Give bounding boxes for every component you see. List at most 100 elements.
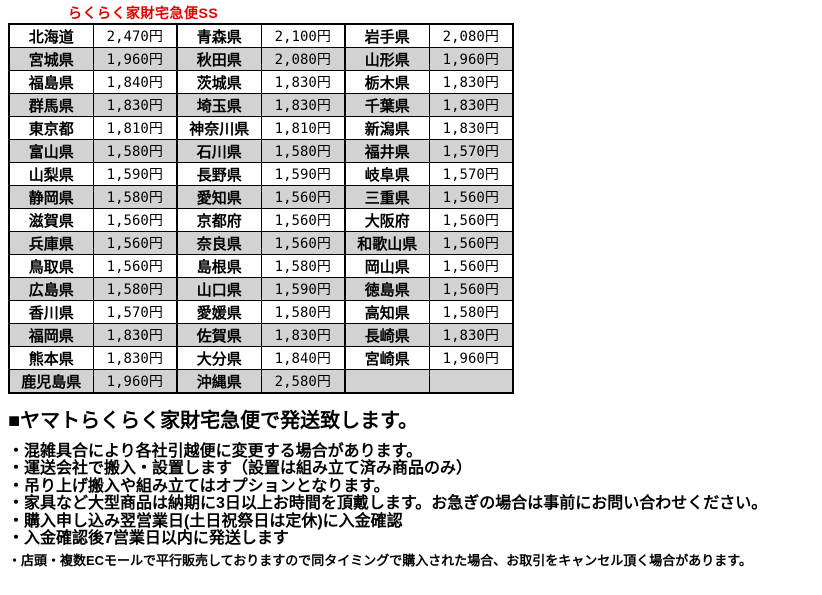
fine-print-note: ・店頭・複数ECモールで平行販売しておりますので同タイミングで購入された場合、お… bbox=[8, 553, 752, 569]
note-line: ・運送会社で搬入・設置します（設置は組み立て済み商品のみ） bbox=[8, 460, 473, 478]
prefecture-cell: 京都府 bbox=[176, 208, 262, 232]
table-row: 鳥取県 1,560円 島根県 1,580円 岡山県 1,560円 bbox=[8, 254, 514, 278]
prefecture-cell: 石川県 bbox=[176, 139, 262, 163]
price-cell: 1,830円 bbox=[260, 70, 346, 94]
price-cell: 1,830円 bbox=[428, 70, 514, 94]
price-cell: 1,960円 bbox=[428, 47, 514, 71]
price-cell: 1,580円 bbox=[92, 277, 178, 301]
prefecture-cell: 滋賀県 bbox=[8, 208, 94, 232]
price-cell: 1,580円 bbox=[260, 300, 346, 324]
prefecture-cell: 島根県 bbox=[176, 254, 262, 278]
prefecture-cell: 静岡県 bbox=[8, 185, 94, 209]
price-cell: 1,830円 bbox=[260, 93, 346, 117]
price-cell: 1,560円 bbox=[428, 277, 514, 301]
price-cell: 1,830円 bbox=[260, 323, 346, 347]
price-cell: 1,960円 bbox=[428, 346, 514, 370]
table-row: 静岡県 1,580円 愛知県 1,560円 三重県 1,560円 bbox=[8, 185, 514, 209]
prefecture-cell: 鹿児島県 bbox=[8, 369, 94, 394]
prefecture-cell: 埼玉県 bbox=[176, 93, 262, 117]
table-row: 福島県 1,840円 茨城県 1,830円 栃木県 1,830円 bbox=[8, 70, 514, 94]
price-cell: 1,560円 bbox=[260, 185, 346, 209]
price-cell: 1,580円 bbox=[260, 139, 346, 163]
prefecture-cell: 群馬県 bbox=[8, 93, 94, 117]
table-row: 富山県 1,580円 石川県 1,580円 福井県 1,570円 bbox=[8, 139, 514, 163]
shipping-fee-table: 北海道 2,470円 青森県 2,100円 岩手県 2,080円 宮城県 1,960円 秋田県 2… bbox=[8, 23, 514, 394]
price-cell: 1,840円 bbox=[92, 70, 178, 94]
price-cell: 1,580円 bbox=[92, 139, 178, 163]
price-cell: 1,580円 bbox=[260, 254, 346, 278]
prefecture-cell: 宮城県 bbox=[8, 47, 94, 71]
note-line: ・混雑具合により各社引越便に変更する場合があります。 bbox=[8, 443, 423, 460]
price-cell: 1,830円 bbox=[428, 93, 514, 117]
price-cell: 1,810円 bbox=[92, 116, 178, 140]
prefecture-cell: 秋田県 bbox=[176, 47, 262, 71]
note-line: ・購入申し込み翌営業日(土日祝祭日は定休)に入金確認 bbox=[8, 512, 403, 530]
price-cell: 1,560円 bbox=[428, 231, 514, 255]
note-line: ・入金確認後7営業日以内に発送します bbox=[8, 530, 289, 548]
prefecture-cell: 高知県 bbox=[344, 300, 430, 324]
table-row: 北海道 2,470円 青森県 2,100円 岩手県 2,080円 bbox=[8, 23, 514, 48]
price-cell: 1,830円 bbox=[92, 346, 178, 370]
price-cell: 2,580円 bbox=[260, 369, 346, 394]
prefecture-cell: 愛媛県 bbox=[176, 300, 262, 324]
price-cell: 1,840円 bbox=[260, 346, 346, 370]
prefecture-cell: 長野県 bbox=[176, 162, 262, 186]
prefecture-cell: 兵庫県 bbox=[8, 231, 94, 255]
prefecture-cell: 香川県 bbox=[8, 300, 94, 324]
prefecture-cell: 愛知県 bbox=[176, 185, 262, 209]
prefecture-cell: 沖縄県 bbox=[176, 369, 262, 394]
price-cell: 1,590円 bbox=[260, 277, 346, 301]
price-cell bbox=[428, 369, 514, 394]
prefecture-cell: 千葉県 bbox=[344, 93, 430, 117]
prefecture-cell: 山梨県 bbox=[8, 162, 94, 186]
note-line: ・家具など大型商品は納期に3日以上お時間を頂戴します。お急ぎの場合は事前にお問い… bbox=[8, 495, 768, 513]
price-cell: 1,830円 bbox=[92, 93, 178, 117]
price-cell: 1,560円 bbox=[92, 231, 178, 255]
price-cell: 1,960円 bbox=[92, 47, 178, 71]
notes-list: ・混雑具合により各社引越便に変更する場合があります。 ・運送会社で搬入・設置します… bbox=[8, 443, 818, 547]
table-row: 群馬県 1,830円 埼玉県 1,830円 千葉県 1,830円 bbox=[8, 93, 514, 117]
price-cell: 1,560円 bbox=[260, 231, 346, 255]
prefecture-cell: 熊本県 bbox=[8, 346, 94, 370]
shipping-service-title: らくらく家財宅急便SS bbox=[68, 5, 219, 21]
prefecture-cell: 山形県 bbox=[344, 47, 430, 71]
price-cell: 1,570円 bbox=[92, 300, 178, 324]
price-cell: 2,080円 bbox=[428, 23, 514, 48]
prefecture-cell: 長崎県 bbox=[344, 323, 430, 347]
prefecture-cell: 鳥取県 bbox=[8, 254, 94, 278]
prefecture-cell: 栃木県 bbox=[344, 70, 430, 94]
table-row: 東京都 1,810円 神奈川県 1,810円 新潟県 1,830円 bbox=[8, 116, 514, 140]
price-cell: 1,830円 bbox=[428, 116, 514, 140]
prefecture-cell: 富山県 bbox=[8, 139, 94, 163]
table-row: 鹿児島県 1,960円 沖縄県 2,580円 bbox=[8, 369, 514, 394]
prefecture-cell: 東京都 bbox=[8, 116, 94, 140]
prefecture-cell: 佐賀県 bbox=[176, 323, 262, 347]
prefecture-cell: 奈良県 bbox=[176, 231, 262, 255]
price-cell: 1,580円 bbox=[92, 185, 178, 209]
prefecture-cell: 岡山県 bbox=[344, 254, 430, 278]
price-cell: 1,960円 bbox=[92, 369, 178, 394]
price-cell: 1,560円 bbox=[428, 254, 514, 278]
table-row: 滋賀県 1,560円 京都府 1,560円 大阪府 1,560円 bbox=[8, 208, 514, 232]
price-cell: 1,560円 bbox=[428, 208, 514, 232]
prefecture-cell: 三重県 bbox=[344, 185, 430, 209]
notes-heading: ■ヤマトらくらく家財宅急便で発送致します。 bbox=[8, 410, 419, 432]
price-cell: 1,810円 bbox=[260, 116, 346, 140]
prefecture-cell: 山口県 bbox=[176, 277, 262, 301]
prefecture-cell: 福井県 bbox=[344, 139, 430, 163]
price-cell: 1,590円 bbox=[260, 162, 346, 186]
table-row: 熊本県 1,830円 大分県 1,840円 宮崎県 1,960円 bbox=[8, 346, 514, 370]
price-cell: 1,560円 bbox=[92, 254, 178, 278]
prefecture-cell: 福岡県 bbox=[8, 323, 94, 347]
prefecture-cell: 宮崎県 bbox=[344, 346, 430, 370]
shipping-table-body: 北海道 2,470円 青森県 2,100円 岩手県 2,080円 宮城県 1,960円 秋田県 2… bbox=[8, 23, 514, 394]
prefecture-cell: 神奈川県 bbox=[176, 116, 262, 140]
prefecture-cell: 徳島県 bbox=[344, 277, 430, 301]
prefecture-cell: 大分県 bbox=[176, 346, 262, 370]
price-cell: 1,590円 bbox=[92, 162, 178, 186]
prefecture-cell: 茨城県 bbox=[176, 70, 262, 94]
price-cell: 1,830円 bbox=[428, 323, 514, 347]
table-row: 香川県 1,570円 愛媛県 1,580円 高知県 1,580円 bbox=[8, 300, 514, 324]
prefecture-cell bbox=[344, 369, 430, 394]
table-row: 宮城県 1,960円 秋田県 2,080円 山形県 1,960円 bbox=[8, 47, 514, 71]
